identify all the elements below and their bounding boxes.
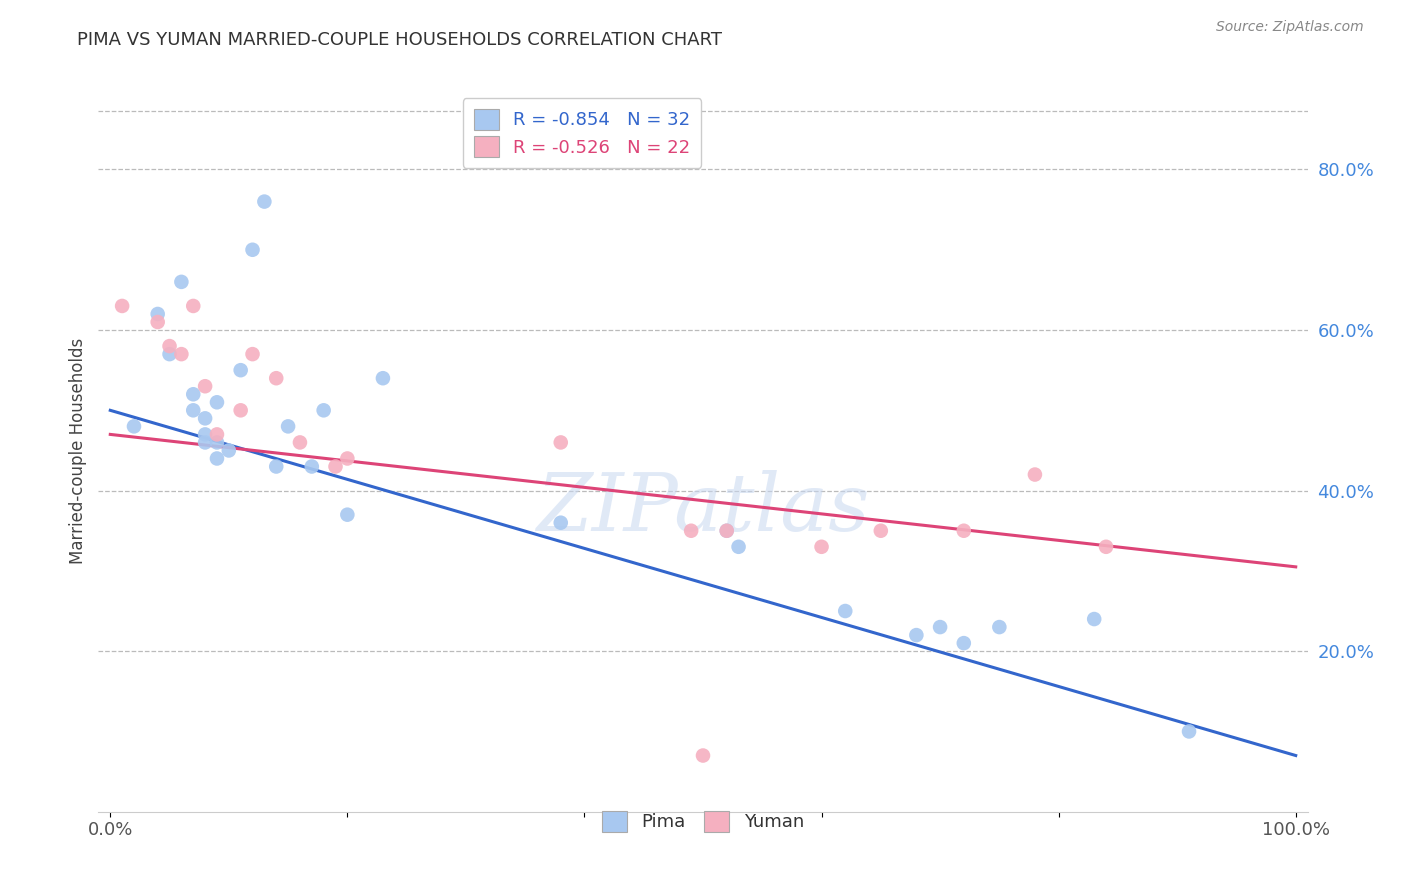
Point <box>194 379 217 393</box>
Point <box>810 540 832 554</box>
Point <box>1178 724 1201 739</box>
Point <box>181 403 204 417</box>
Point <box>253 194 276 209</box>
Point <box>205 435 228 450</box>
Y-axis label: Married-couple Households: Married-couple Households <box>69 337 87 564</box>
Point <box>229 363 252 377</box>
Point <box>929 620 952 634</box>
Point <box>1024 467 1046 482</box>
Point <box>181 299 204 313</box>
Point <box>205 395 228 409</box>
Point <box>1083 612 1105 626</box>
Point <box>111 299 134 313</box>
Point <box>371 371 394 385</box>
Point <box>159 339 181 353</box>
Point <box>716 524 738 538</box>
Point <box>716 524 738 538</box>
Point <box>170 347 193 361</box>
Point <box>988 620 1011 634</box>
Point <box>869 524 891 538</box>
Point <box>218 443 240 458</box>
Point <box>681 524 703 538</box>
Point <box>242 347 264 361</box>
Point <box>952 636 974 650</box>
Point <box>194 427 217 442</box>
Point <box>122 419 145 434</box>
Point <box>194 435 217 450</box>
Point <box>242 243 264 257</box>
Point <box>301 459 323 474</box>
Point <box>834 604 856 618</box>
Point <box>277 419 299 434</box>
Point <box>550 435 572 450</box>
Point <box>288 435 311 450</box>
Point <box>229 403 252 417</box>
Point <box>550 516 572 530</box>
Legend: Pima, Yuman: Pima, Yuman <box>591 800 815 842</box>
Point <box>146 307 169 321</box>
Point <box>170 275 193 289</box>
Point <box>325 459 347 474</box>
Point <box>264 459 287 474</box>
Point <box>1095 540 1118 554</box>
Point <box>146 315 169 329</box>
Point <box>205 427 228 442</box>
Point <box>194 411 217 425</box>
Point <box>159 347 181 361</box>
Point <box>264 371 287 385</box>
Point <box>952 524 974 538</box>
Point <box>336 451 359 466</box>
Point <box>905 628 928 642</box>
Point <box>727 540 749 554</box>
Text: Source: ZipAtlas.com: Source: ZipAtlas.com <box>1216 20 1364 34</box>
Point <box>312 403 335 417</box>
Point <box>336 508 359 522</box>
Point <box>205 451 228 466</box>
Text: PIMA VS YUMAN MARRIED-COUPLE HOUSEHOLDS CORRELATION CHART: PIMA VS YUMAN MARRIED-COUPLE HOUSEHOLDS … <box>77 31 723 49</box>
Text: ZIPatlas: ZIPatlas <box>536 469 870 547</box>
Point <box>181 387 204 401</box>
Point <box>692 748 714 763</box>
